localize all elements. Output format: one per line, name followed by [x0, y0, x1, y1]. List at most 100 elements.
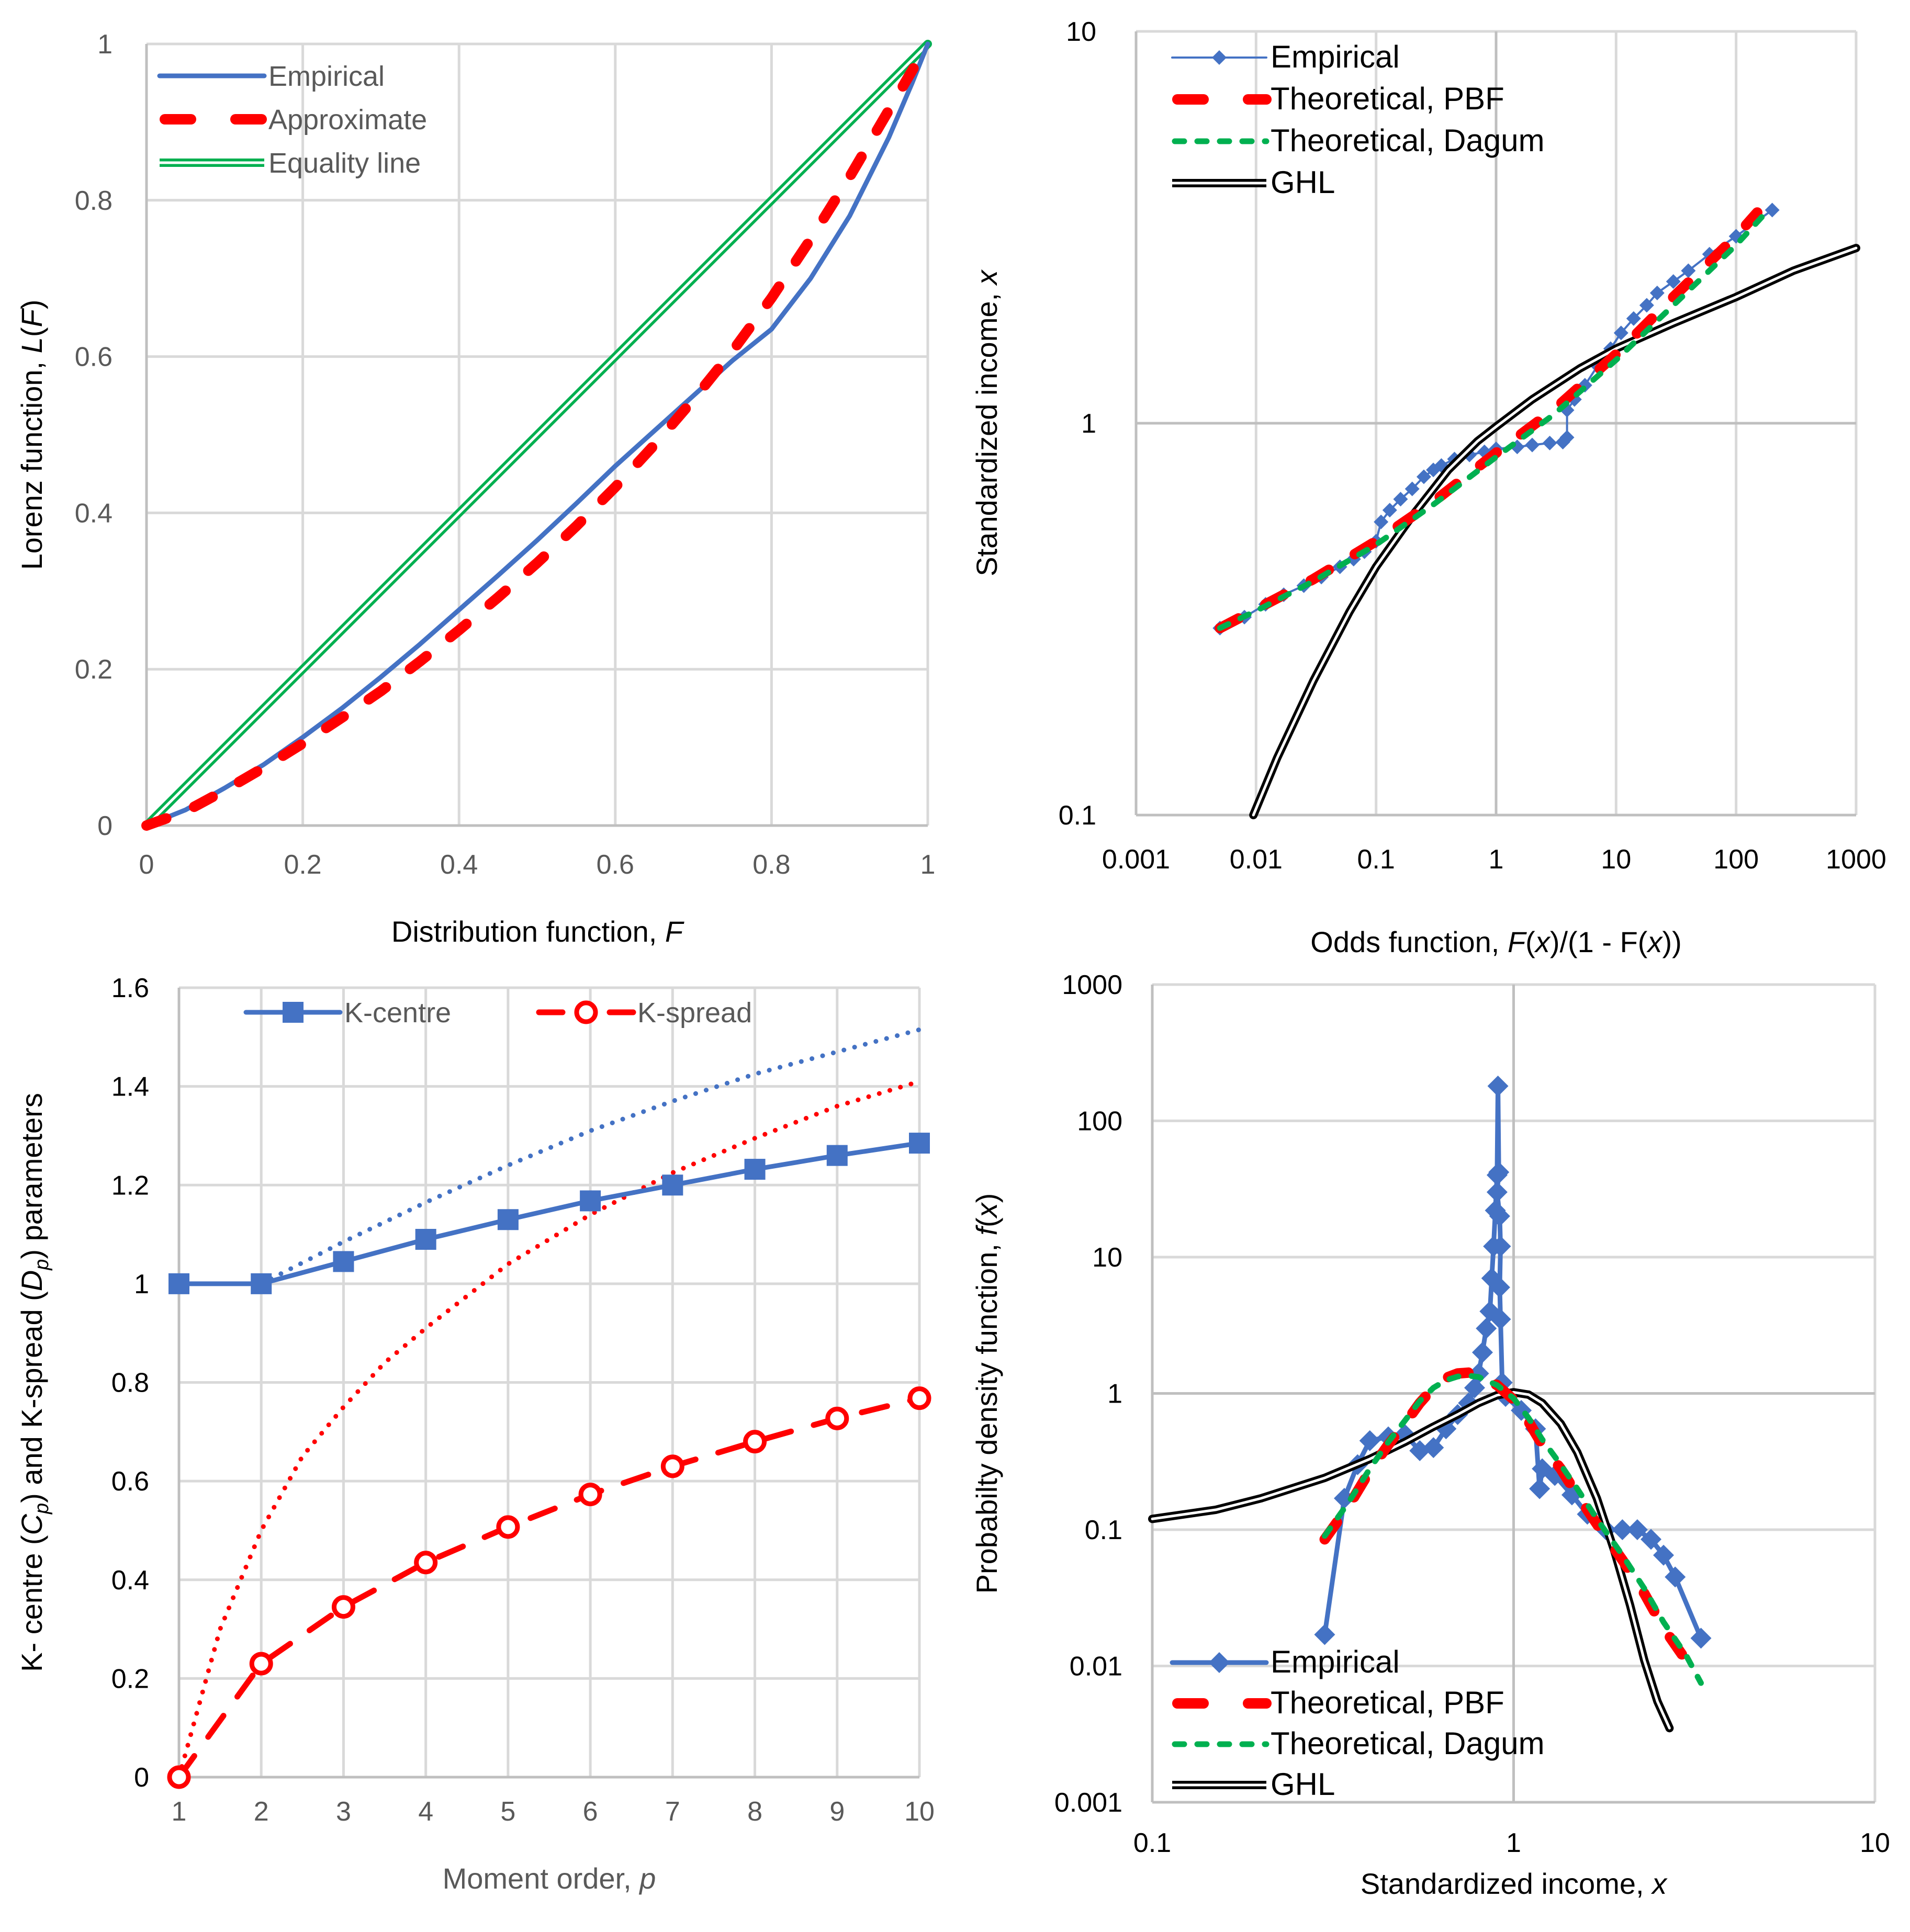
series-theoretical-dagum	[1322, 1373, 1704, 1686]
data-point-diamond	[1488, 1161, 1510, 1183]
data-point-diamond	[1626, 1519, 1648, 1540]
data-point-diamond	[1653, 1544, 1675, 1566]
y-axis-title-part: (	[15, 327, 48, 337]
data-point-circle	[414, 1551, 438, 1575]
x-axis-title: Distribution function, F	[391, 915, 684, 948]
legend-item[interactable]: Theoretical, Dagum	[1172, 123, 1545, 158]
legend-swatch	[536, 1000, 636, 1024]
y-axis-title-part: x	[970, 1202, 1003, 1219]
data-point-diamond	[1639, 298, 1654, 313]
y-tick-label: 0.2	[75, 654, 113, 685]
legend-item[interactable]: Approximate	[160, 104, 427, 135]
series-ghl	[1249, 244, 1860, 819]
data-point-diamond	[1374, 514, 1389, 529]
x-tick-label: 4	[418, 1797, 433, 1827]
data-point-diamond	[1416, 469, 1431, 484]
series-theoretical-pbf	[1215, 207, 1763, 634]
pdf-chart: 0.1 1 10 0.001 0.01 0.1 1 10 100 1000 Standardized…	[970, 970, 1890, 1900]
series-line	[141, 39, 933, 831]
legend-label: Empirical	[1271, 39, 1400, 74]
legend-label: Theoretical, PBF	[1271, 81, 1504, 116]
legend-item[interactable]: Empirical	[157, 61, 385, 92]
data-point-diamond	[1542, 435, 1557, 450]
y-tick-label: 10	[1066, 17, 1096, 47]
x-tick-label: 7	[665, 1797, 680, 1827]
data-point-diamond	[1409, 1440, 1431, 1461]
data-point-diamond	[1690, 1628, 1712, 1649]
y-tick-label: 0.01	[1070, 1652, 1122, 1682]
x-tick-label: 0	[139, 850, 154, 880]
x-tick-label: 6	[583, 1797, 598, 1827]
data-point-diamond	[1382, 503, 1397, 518]
y-tick-label: 1	[97, 29, 113, 60]
y-tick-label: 0.001	[1054, 1788, 1122, 1818]
y-tick-label: 1	[1081, 409, 1096, 439]
y-tick-label: 0.1	[1059, 800, 1096, 831]
x-axis-title-part: x	[1534, 925, 1551, 958]
x-tick-label: 8	[747, 1797, 762, 1827]
legend-item[interactable]: GHL	[1172, 165, 1335, 200]
legend-item[interactable]: K-centre	[243, 997, 451, 1029]
y-tick-label: 0.6	[111, 1466, 149, 1497]
legend-label: K-spread	[637, 997, 752, 1029]
y-axis-title-part: (	[970, 1217, 1003, 1227]
y-axis-title-part: p	[31, 1259, 53, 1271]
x-axis-title-part: Moment order,	[443, 1862, 640, 1895]
data-point-diamond	[1393, 492, 1408, 507]
odds-chart: 0.001 0.01 0.1 1 10 100 1000 0.1 1 10 Odds functio…	[970, 17, 1886, 958]
data-point-circle	[907, 1386, 931, 1410]
legend-item[interactable]: GHL	[1172, 1767, 1335, 1802]
y-axis-title-part: L	[15, 337, 48, 353]
data-point-square	[662, 1174, 683, 1196]
series-k-spread	[167, 1386, 931, 1789]
data-point-diamond	[1471, 1342, 1493, 1363]
x-axis-title-part: p	[638, 1862, 656, 1895]
legend-item[interactable]: Empirical	[1171, 39, 1400, 74]
data-point-diamond	[1489, 1205, 1510, 1227]
y-tick-label: 0.4	[111, 1565, 149, 1596]
x-axis-title: Odds function, F(x)/(1 - F(x))	[1310, 925, 1681, 958]
legend: Empirical Approximate Equality line	[157, 61, 427, 179]
legend-item[interactable]: K-spread	[536, 997, 752, 1029]
x-axis-title-part: x	[1650, 1867, 1668, 1900]
y-axis-title-part: )	[970, 1193, 1003, 1203]
legend-item[interactable]: Theoretical, PBF	[1172, 81, 1504, 116]
data-point-diamond	[1529, 1478, 1551, 1499]
y-tick-label: 0.1	[1085, 1515, 1122, 1545]
data-point-diamond	[1765, 202, 1780, 218]
series-line-inner	[1151, 1391, 1671, 1730]
legend-label: GHL	[1271, 165, 1335, 200]
x-tick-label: 1	[172, 1797, 187, 1827]
data-point-square	[826, 1145, 848, 1166]
y-tick-label: 0.2	[111, 1664, 149, 1694]
data-point-square	[909, 1133, 930, 1154]
data-point-circle	[660, 1454, 684, 1478]
series-line	[1249, 244, 1860, 819]
data-point-circle	[743, 1430, 767, 1454]
x-tick-label: 5	[500, 1797, 515, 1827]
y-axis-title-part: x	[970, 269, 1003, 286]
series-line	[176, 1395, 923, 1780]
data-point-diamond	[1489, 1276, 1510, 1298]
y-axis-title: Standardized income, x	[970, 269, 1003, 576]
data-point-diamond	[1486, 1181, 1508, 1203]
data-point-square	[168, 1273, 189, 1294]
legend-item[interactable]: Empirical	[1170, 1644, 1400, 1679]
legend-item[interactable]: Equality line	[160, 148, 421, 179]
data-point-diamond	[1666, 274, 1681, 289]
x-tick-label: 1	[920, 850, 936, 880]
legend-item[interactable]: Theoretical, Dagum	[1172, 1726, 1545, 1761]
x-tick-label: 3	[336, 1797, 351, 1827]
data-point-diamond	[1490, 1236, 1511, 1257]
plot-area	[141, 39, 933, 831]
data-point-diamond	[1649, 286, 1665, 301]
series-k-centre-trend	[259, 1027, 922, 1286]
data-point-diamond	[1681, 263, 1696, 278]
data-point-circle	[578, 1483, 602, 1507]
lorenz-chart: 0 0.2 0.4 0.6 0.8 1 0 0.2 0.4 0.6 0.8 1 Distribution…	[15, 29, 935, 948]
x-tick-label: 10	[1860, 1828, 1890, 1858]
data-point-diamond	[1525, 437, 1540, 453]
legend-item[interactable]: Theoretical, PBF	[1172, 1685, 1504, 1720]
legend-label: K-centre	[344, 997, 451, 1029]
data-point-circle	[496, 1515, 520, 1539]
